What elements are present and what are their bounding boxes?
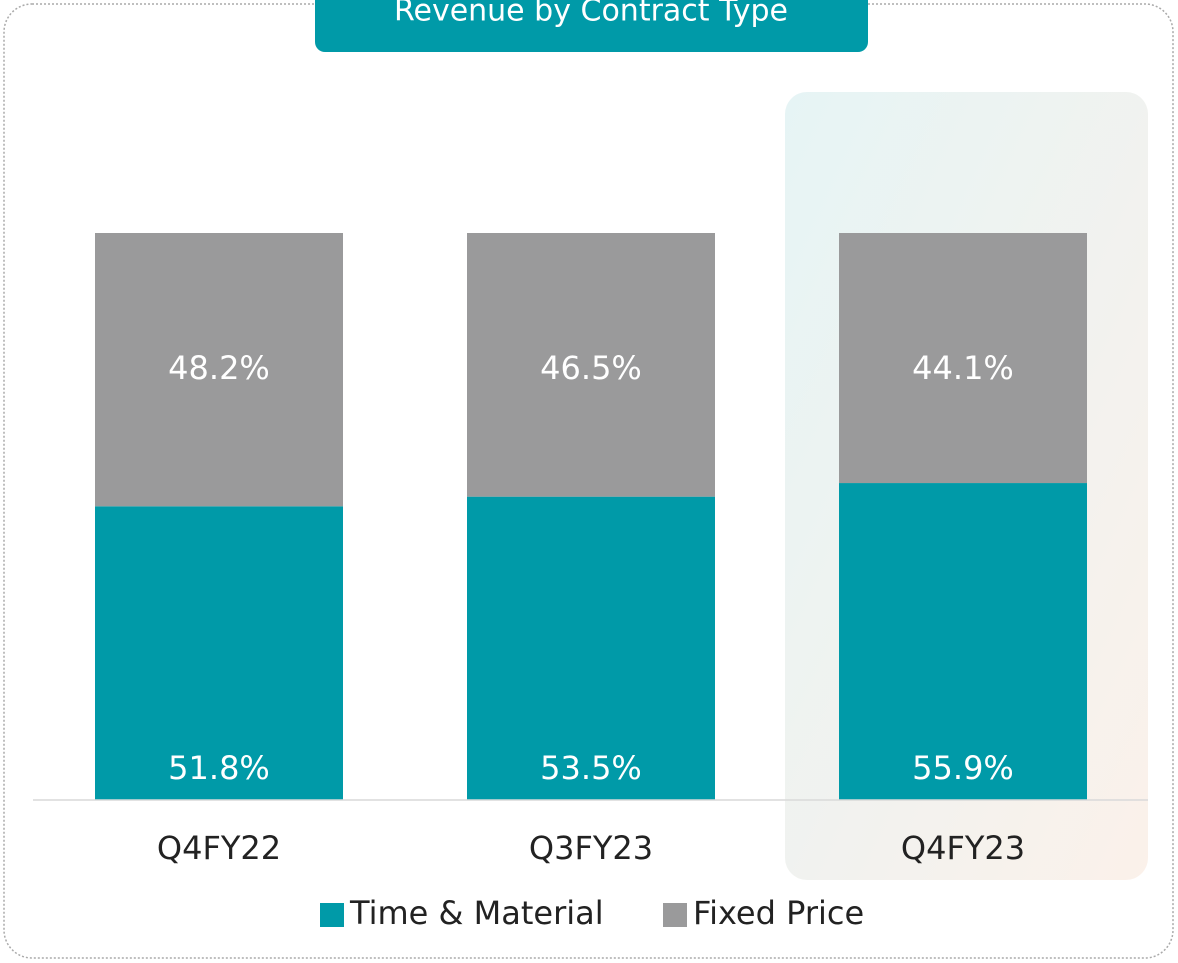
- legend-label: Fixed Price: [693, 894, 864, 932]
- legend-label: Time & Material: [349, 894, 604, 932]
- data-label: 48.2%: [168, 349, 270, 387]
- data-label: 53.5%: [540, 749, 642, 787]
- legend-swatch: [320, 903, 344, 927]
- x-tick-label: Q4FY22: [157, 829, 281, 867]
- bar-segment: [95, 506, 343, 800]
- bar-segment: [839, 233, 1087, 484]
- x-tick-label: Q4FY23: [901, 829, 1025, 867]
- legend-swatch: [663, 903, 687, 927]
- data-label: 51.8%: [168, 749, 270, 787]
- data-label: 55.9%: [912, 749, 1014, 787]
- title-banner: [315, 0, 868, 52]
- data-label: 44.1%: [912, 349, 1014, 387]
- bar-segment: [467, 233, 715, 497]
- chart-title: Revenue by Contract Type: [394, 0, 788, 29]
- bar-segment: [95, 233, 343, 507]
- data-label: 46.5%: [540, 349, 642, 387]
- x-tick-label: Q3FY23: [529, 829, 653, 867]
- bar-segment: [467, 496, 715, 800]
- bar-segment: [839, 483, 1087, 800]
